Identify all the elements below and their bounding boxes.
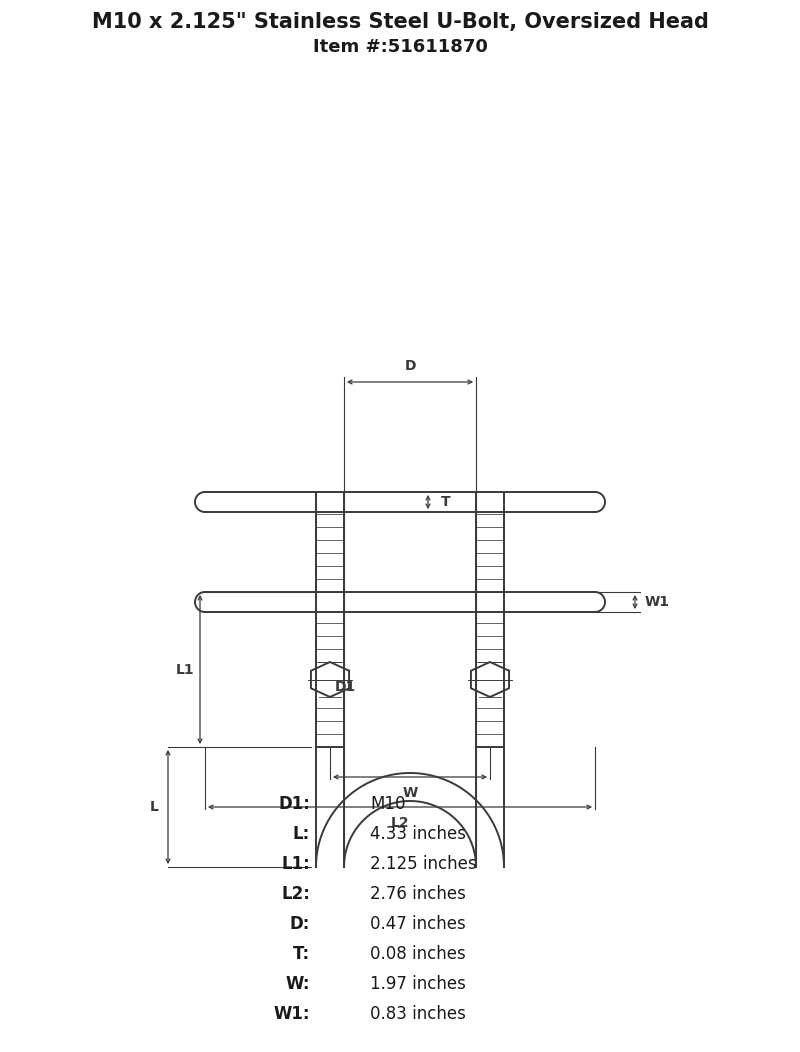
Text: W1:: W1: — [274, 1005, 310, 1023]
Text: 2.125 inches: 2.125 inches — [370, 855, 477, 873]
Text: D:: D: — [290, 915, 310, 933]
Text: Item #:51611870: Item #:51611870 — [313, 38, 487, 56]
Text: D1: D1 — [335, 680, 356, 694]
Text: L:: L: — [293, 825, 310, 843]
Text: L: L — [150, 800, 158, 814]
Text: T:: T: — [293, 945, 310, 963]
Text: 4.33 inches: 4.33 inches — [370, 825, 466, 843]
Text: W1: W1 — [645, 595, 670, 609]
Text: W:: W: — [286, 975, 310, 993]
Text: D1:: D1: — [278, 795, 310, 813]
Text: W: W — [402, 786, 418, 800]
Text: L2:: L2: — [281, 885, 310, 903]
Text: 0.83 inches: 0.83 inches — [370, 1005, 466, 1023]
Text: M10: M10 — [370, 795, 406, 813]
Text: 2.76 inches: 2.76 inches — [370, 885, 466, 903]
Text: L1:: L1: — [282, 855, 310, 873]
Text: 0.47 inches: 0.47 inches — [370, 915, 466, 933]
Text: 0.08 inches: 0.08 inches — [370, 945, 466, 963]
Text: 1.97 inches: 1.97 inches — [370, 975, 466, 993]
Text: M10 x 2.125" Stainless Steel U-Bolt, Oversized Head: M10 x 2.125" Stainless Steel U-Bolt, Ove… — [91, 12, 709, 32]
Text: L2: L2 — [390, 816, 410, 830]
Text: T: T — [441, 495, 451, 509]
Text: D: D — [404, 359, 416, 373]
Text: L1: L1 — [176, 663, 194, 676]
